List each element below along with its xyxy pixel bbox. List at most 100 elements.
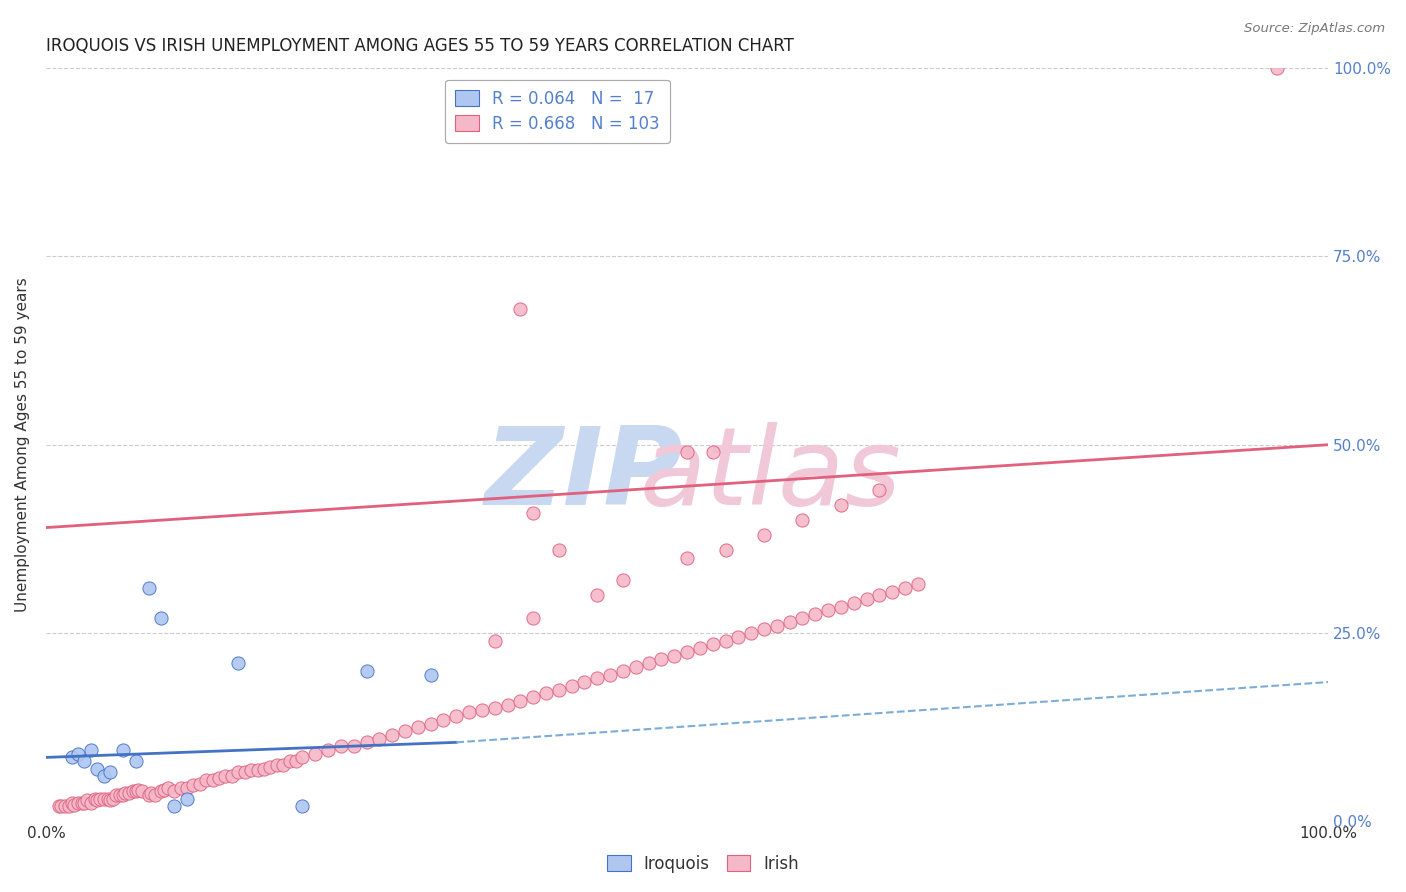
Text: atlas: atlas [640,422,901,527]
Point [561,679,583,693]
Point [259,760,281,774]
Point [163,799,186,814]
Point [111,788,134,802]
Point [89,792,111,806]
Point [291,799,314,814]
Point [624,660,647,674]
Point [93,769,115,783]
Point [127,782,149,797]
Point [60,796,83,810]
Point [855,592,877,607]
Point [125,754,148,768]
Point [586,589,609,603]
Point [138,788,160,802]
Point [51,799,73,814]
Point [96,792,118,806]
Point [534,686,557,700]
Y-axis label: Unemployment Among Ages 55 to 59 years: Unemployment Among Ages 55 to 59 years [15,277,30,612]
Point [664,648,686,663]
Point [122,784,145,798]
Text: ZIP: ZIP [485,422,683,528]
Point [118,786,141,800]
Point [817,603,839,617]
Point [907,577,929,591]
Point [70,796,93,810]
Point [779,615,801,629]
Point [356,735,378,749]
Point [752,623,775,637]
Point [86,762,108,776]
Point [98,765,121,780]
Point [727,630,749,644]
Point [138,581,160,595]
Point [150,784,173,798]
Point [650,652,672,666]
Text: Source: ZipAtlas.com: Source: ZipAtlas.com [1244,22,1385,36]
Point [343,739,366,753]
Point [547,543,569,558]
Point [458,705,481,719]
Point [612,664,634,678]
Point [689,641,711,656]
Point [714,633,737,648]
Point [882,584,904,599]
Point [86,793,108,807]
Point [714,543,737,558]
Text: IROQUOIS VS IRISH UNEMPLOYMENT AMONG AGES 55 TO 59 YEARS CORRELATION CHART: IROQUOIS VS IRISH UNEMPLOYMENT AMONG AGE… [46,37,794,55]
Point [150,611,173,625]
Point [183,778,205,792]
Point [114,786,136,800]
Point [291,750,314,764]
Point [153,782,176,797]
Point [868,483,890,497]
Point [271,758,294,772]
Point [394,724,416,739]
Point [316,743,339,757]
Point [169,780,191,795]
Point [676,445,699,459]
Point [484,701,506,715]
Point [484,633,506,648]
Point [139,786,162,800]
Point [208,771,231,785]
Point [509,694,531,708]
Point [368,731,391,746]
Point [792,513,814,527]
Point [419,667,441,681]
Point [163,784,186,798]
Point [471,703,494,717]
Point [285,754,308,768]
Point [278,754,301,768]
Point [740,626,762,640]
Point [201,772,224,787]
Point [226,657,249,671]
Point [599,667,621,681]
Point [73,796,96,810]
Point [253,762,276,776]
Point [612,574,634,588]
Point [842,596,865,610]
Point [188,777,211,791]
Point [214,769,236,783]
Point [226,765,249,780]
Point [58,799,80,814]
Point [266,758,288,772]
Point [131,784,153,798]
Point [419,716,441,731]
Point [73,754,96,768]
Point [63,797,86,812]
Point [868,589,890,603]
Point [80,743,103,757]
Point [233,765,256,780]
Point [66,796,89,810]
Point [702,445,724,459]
Point [752,528,775,542]
Point [125,784,148,798]
Point [48,799,70,814]
Legend: Iroquois, Irish: Iroquois, Irish [600,848,806,880]
Point [98,793,121,807]
Point [522,611,544,625]
Legend: R = 0.064   N =  17, R = 0.668   N = 103: R = 0.064 N = 17, R = 0.668 N = 103 [446,80,669,143]
Point [110,788,132,802]
Point [830,599,852,614]
